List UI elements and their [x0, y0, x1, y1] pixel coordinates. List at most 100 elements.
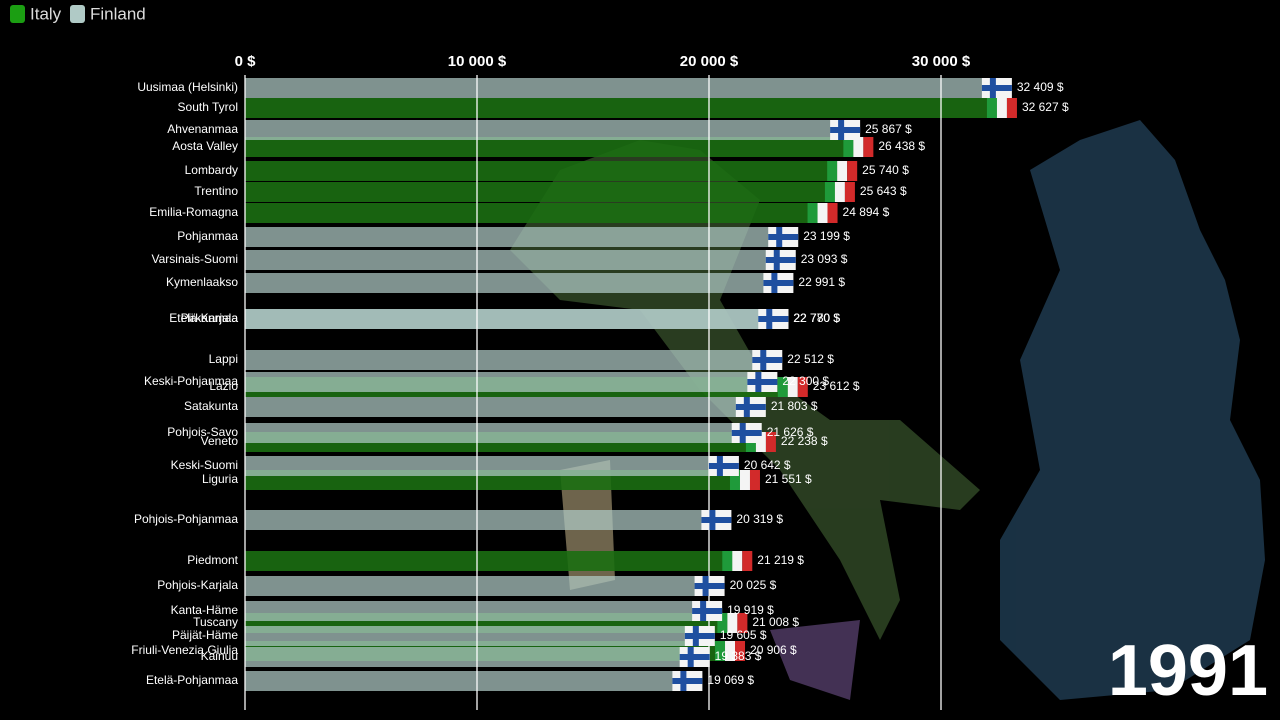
flag [986, 98, 1017, 118]
flag-stripe [853, 137, 864, 157]
flag-stripe [725, 641, 736, 661]
bar [245, 250, 781, 270]
category-label: Kymenlaakso [166, 275, 238, 289]
bar [245, 227, 784, 247]
flag-stripe [722, 551, 733, 571]
category-label: Etelä-Pohjanmaa [146, 673, 238, 687]
category-label: Piedmont [187, 553, 238, 567]
flag [830, 120, 861, 140]
value-label: 22 300 $ [782, 374, 829, 388]
flag-stripe [986, 98, 997, 118]
value-label: 32 409 $ [1017, 80, 1064, 94]
flag [701, 510, 732, 530]
flag [981, 78, 1012, 98]
value-label: 26 438 $ [878, 139, 925, 153]
value-label: 23 199 $ [803, 229, 850, 243]
flag-cross [763, 280, 794, 286]
flag-stripe [834, 182, 845, 202]
value-label: 23 093 $ [801, 252, 848, 266]
legend-label: Italy [30, 4, 62, 23]
value-label: 25 643 $ [860, 184, 907, 198]
category-label: Etelä-Karjala [169, 311, 238, 325]
flag [684, 626, 715, 646]
bar [245, 647, 695, 667]
value-label: 22 238 $ [781, 434, 828, 448]
bar [245, 182, 840, 202]
value-label: 20 319 $ [736, 512, 783, 526]
flag-cross [694, 583, 725, 589]
flag-cross [672, 678, 703, 684]
flag [717, 613, 748, 633]
value-label: 25 867 $ [865, 122, 912, 136]
flag [731, 423, 762, 443]
category-label: Veneto [201, 434, 239, 448]
flag-stripe [715, 641, 726, 661]
bar [245, 510, 717, 530]
bar [245, 273, 779, 293]
value-label: 21 008 $ [752, 615, 799, 629]
bar [245, 626, 700, 646]
legend-swatch [70, 5, 85, 23]
value-label: 22 512 $ [787, 352, 834, 366]
bar [245, 372, 763, 392]
flag-stripe [1006, 98, 1017, 118]
flag-cross [830, 127, 861, 133]
flag-stripe [817, 203, 828, 223]
value-label: 20 025 $ [730, 578, 777, 592]
flag-cross [701, 517, 732, 523]
flag-stripe [735, 641, 746, 661]
value-label: 22 991 $ [798, 275, 845, 289]
flag-stripe [844, 182, 855, 202]
value-label: 23 612 $ [813, 379, 860, 393]
bar [245, 120, 846, 140]
category-label: Satakunta [184, 399, 238, 413]
value-label: 25 740 $ [862, 163, 909, 177]
flag-cross [981, 85, 1012, 91]
flag [763, 273, 794, 293]
bar [245, 137, 859, 157]
category-label: Aosta Valley [172, 139, 238, 153]
flag [765, 250, 796, 270]
bar [245, 456, 724, 476]
value-label: 21 219 $ [757, 553, 804, 567]
flag [692, 601, 723, 621]
flag-stripe [797, 377, 808, 397]
flag-stripe [824, 182, 835, 202]
flag-stripe [777, 377, 788, 397]
flag-stripe [787, 377, 798, 397]
bar [245, 78, 997, 98]
category-label: Tuscany [193, 615, 238, 629]
category-label: Lappi [209, 352, 238, 366]
flag [752, 350, 783, 370]
value-label: 22 780 $ [793, 311, 840, 325]
category-label: Emilia-Romagna [149, 205, 238, 219]
category-label: Keski-Pohjanmaa [144, 374, 238, 388]
value-label: 19 383 $ [715, 649, 762, 663]
year-annotation: 1991 [1108, 631, 1268, 711]
flag [777, 377, 808, 397]
flag-cross [731, 430, 762, 436]
flag [708, 456, 739, 476]
category-label: Lombardy [185, 163, 238, 177]
category-label: Keski-Suomi [171, 458, 238, 472]
flag [843, 137, 874, 157]
flag [758, 309, 789, 329]
value-label: 19 605 $ [720, 628, 767, 642]
flag [747, 372, 778, 392]
flag [768, 227, 799, 247]
flag-cross [752, 357, 783, 363]
category-label: Päijät-Häme [172, 628, 238, 642]
category-label: Pohjanmaa [177, 229, 238, 243]
flag-stripe [717, 613, 728, 633]
bar [245, 423, 747, 443]
flag [807, 203, 838, 223]
flag [722, 551, 753, 571]
category-label: Uusimaa (Helsinki) [137, 80, 238, 94]
flag [672, 671, 703, 691]
flag-cross [708, 463, 739, 469]
flag-stripe [843, 137, 854, 157]
flag [735, 397, 766, 417]
flag [824, 182, 855, 202]
value-label: 24 894 $ [843, 205, 890, 219]
